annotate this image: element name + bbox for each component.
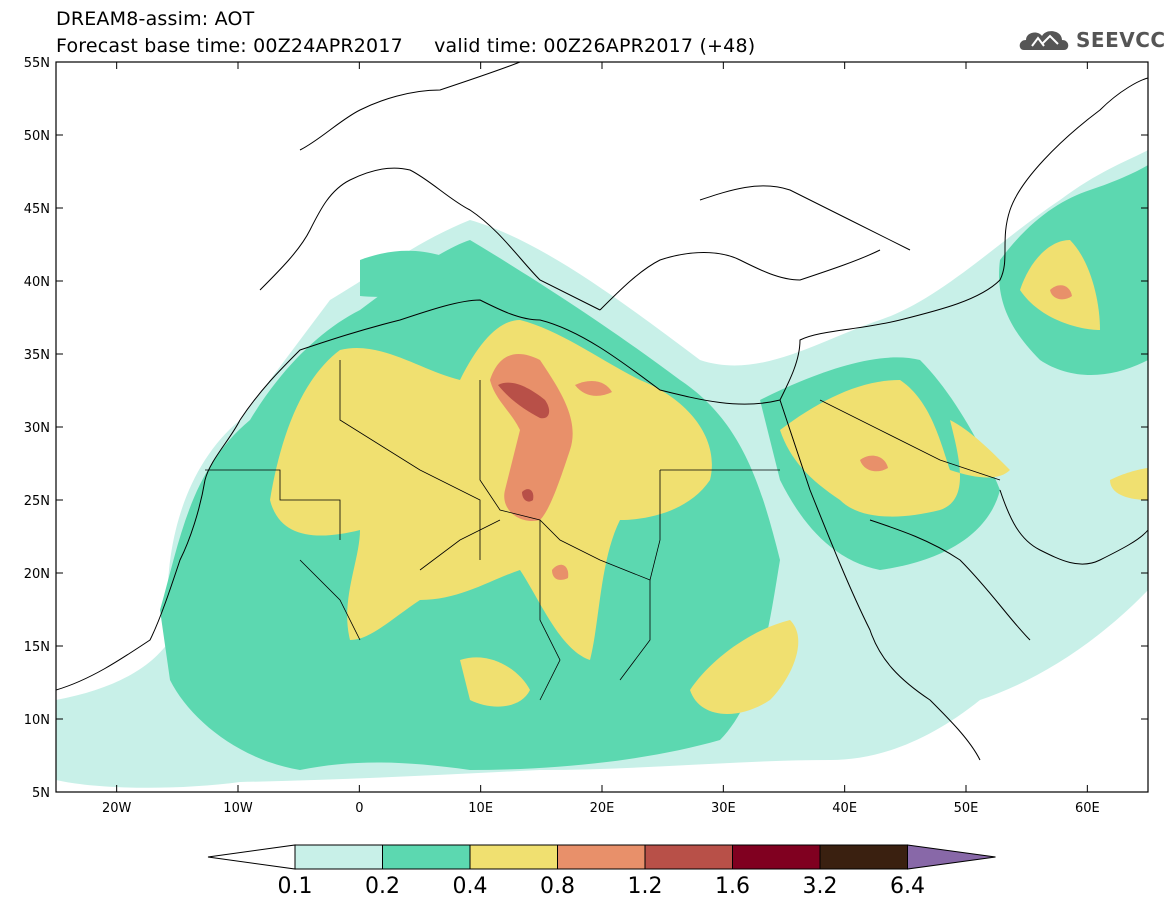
colorbar-level-label: 3.2 <box>803 874 838 899</box>
colorbar-level-label: 0.8 <box>540 874 575 899</box>
lat-tick-label: 50N <box>24 129 50 144</box>
lat-tick-label: 40N <box>24 275 50 290</box>
coastlines <box>56 62 1148 761</box>
map-title: DREAM8-assim: AOT <box>56 8 255 30</box>
lat-tick-label: 55N <box>24 56 50 71</box>
lon-tick-label: 10E <box>468 801 493 816</box>
colorbar-level-label: 1.6 <box>715 874 750 899</box>
colorbar-box <box>732 844 821 870</box>
aot-contours <box>56 150 1148 788</box>
lat-tick-label: 45N <box>24 202 50 217</box>
colorbar-level-label: 0.4 <box>453 874 488 899</box>
colorbar-box <box>644 844 733 870</box>
lon-tick-label: 20E <box>590 801 615 816</box>
colorbar-level-label: 6.4 <box>890 874 925 899</box>
latitude-axis: 55N 50N 45N 40N 35N 30N 25N 20N 15N 10N 5N <box>24 56 1148 801</box>
lat-tick-label: 5N <box>32 786 50 801</box>
colorbar-level-label: 0.2 <box>365 874 400 899</box>
lon-tick-label: 40E <box>832 801 857 816</box>
colorbar-level-label: 0.1 <box>278 874 313 899</box>
colorbar-level-label: 1.2 <box>628 874 663 899</box>
lon-tick-label: 10W <box>223 801 253 816</box>
lon-tick-label: 50E <box>954 801 979 816</box>
lat-tick-label: 20N <box>24 567 50 582</box>
lon-tick-label: 60E <box>1075 801 1100 816</box>
logo-label: SEEVCCC <box>1076 28 1165 52</box>
lon-tick-label: 20W <box>102 801 132 816</box>
colorbar-box <box>819 844 908 870</box>
colorbar-box <box>382 844 471 870</box>
lat-tick-label: 15N <box>24 640 50 655</box>
lon-tick-label: 30E <box>711 801 736 816</box>
lat-tick-label: 35N <box>24 348 50 363</box>
colorbar-box <box>557 844 646 870</box>
colorbar-box <box>469 844 558 870</box>
country-borders <box>205 360 1001 701</box>
lon-tick-label: 0 <box>355 801 363 816</box>
cloud-logo-icon <box>1019 31 1069 50</box>
longitude-axis: 20W 10W 0 10E 20E 30E 40E 50E 60E <box>102 62 1100 816</box>
forecast-times: Forecast base time: 00Z24APR2017 valid t… <box>56 35 756 57</box>
colorbar-box <box>294 844 383 870</box>
colorbar-under-arrow <box>207 844 296 870</box>
lat-tick-label: 25N <box>24 494 50 509</box>
colorbar-over-arrow <box>907 844 996 870</box>
lat-tick-label: 10N <box>24 713 50 728</box>
lat-tick-label: 30N <box>24 421 50 436</box>
